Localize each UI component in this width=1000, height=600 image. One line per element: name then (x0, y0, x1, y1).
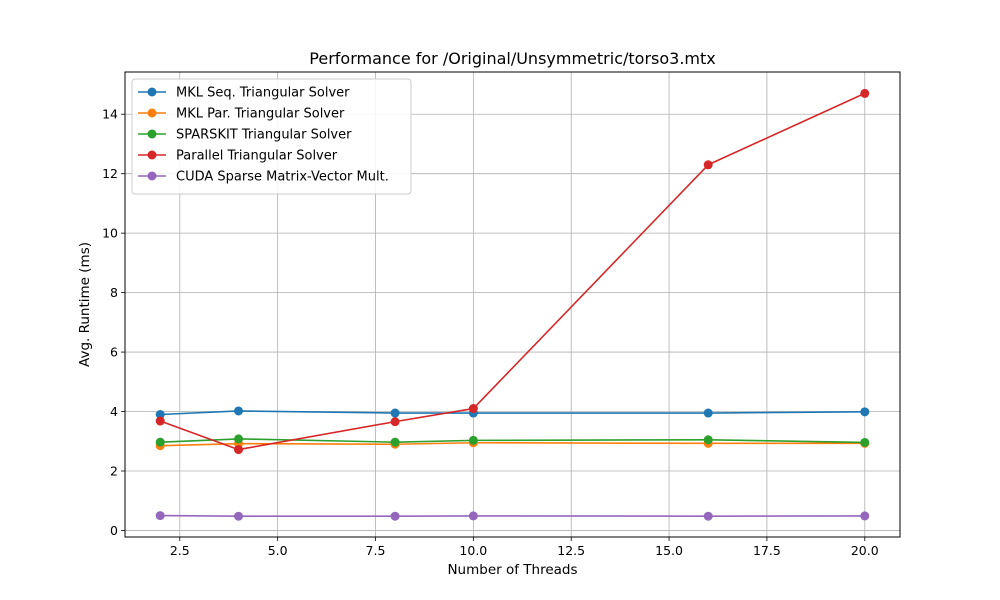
data-point (155, 437, 165, 447)
data-point (155, 416, 165, 426)
y-tick-label: 12 (102, 166, 118, 181)
x-tick-label: 7.5 (366, 543, 386, 558)
legend-item: Parallel Triangular Solver (138, 149, 338, 164)
legend-item: MKL Par. Triangular Solver (138, 107, 345, 122)
data-point (155, 511, 165, 521)
data-point (703, 160, 713, 170)
legend-item: MKL Seq. Triangular Solver (138, 86, 350, 101)
x-tick-label: 5.0 (268, 543, 288, 558)
x-axis-label: Number of Threads (447, 562, 577, 578)
legend-swatch-marker (147, 129, 157, 139)
legend: MKL Seq. Triangular Solver MKL Par. Trian… (131, 78, 412, 195)
y-axis-ticks: 0 2 4 6 8 10 12 14 (102, 107, 125, 538)
x-tick-label: 10.0 (459, 543, 487, 558)
y-tick-label: 10 (102, 226, 118, 241)
data-point (703, 408, 713, 418)
data-point (234, 445, 244, 455)
data-point (468, 435, 478, 445)
series-group (155, 88, 870, 455)
data-point (703, 435, 713, 445)
data-point (234, 434, 244, 444)
series-group (155, 434, 870, 447)
plot-frame (124, 71, 901, 538)
data-point (155, 410, 165, 420)
series-line (160, 514, 865, 517)
legend-swatch-marker (147, 108, 157, 118)
legend-label: SPARSKIT Triangular Solver (176, 128, 352, 143)
series-line (159, 92, 866, 451)
y-tick-label: 4 (110, 404, 118, 419)
legend-label: MKL Seq. Triangular Solver (176, 86, 350, 101)
legend-item: SPARSKIT Triangular Solver (138, 128, 352, 143)
y-tick-label: 14 (102, 107, 118, 122)
series-layer (155, 88, 870, 521)
series-group (155, 511, 870, 521)
y-tick-label: 8 (110, 285, 118, 300)
data-point (703, 511, 713, 521)
x-axis-ticks: 2.5 5.0 7.5 10.0 12.5 15.0 17.5 20.0 (170, 537, 879, 558)
legend-label: Parallel Triangular Solver (176, 149, 338, 164)
y-tick-label: 2 (110, 463, 118, 478)
series-line (160, 438, 865, 444)
x-tick-label: 17.5 (753, 543, 781, 558)
data-point (234, 406, 244, 416)
x-tick-label: 15.0 (655, 543, 683, 558)
data-point (860, 437, 870, 447)
y-axis-label: Avg. Runtime (ms) (77, 242, 93, 367)
legend-label: MKL Par. Triangular Solver (176, 107, 345, 122)
legend-label: CUDA Sparse Matrix-Vector Mult. (176, 170, 389, 185)
y-tick-label: 0 (110, 523, 118, 538)
series-group (155, 406, 870, 420)
data-point (390, 417, 400, 427)
legend-swatch-marker (147, 150, 157, 160)
data-point (468, 404, 478, 414)
data-point (390, 408, 400, 418)
data-point (860, 88, 870, 98)
series-line (160, 410, 865, 416)
legend-item: CUDA Sparse Matrix-Vector Mult. (138, 170, 389, 185)
chart-title: Performance for /Original/Unsymmetric/to… (309, 49, 715, 68)
data-point (860, 407, 870, 417)
data-point (234, 511, 244, 521)
data-point (860, 511, 870, 521)
x-tick-label: 20.0 (851, 543, 879, 558)
legend-swatch-marker (147, 87, 157, 97)
data-point (390, 437, 400, 447)
x-tick-label: 2.5 (170, 543, 190, 558)
y-tick-label: 6 (110, 345, 118, 360)
legend-box (131, 78, 412, 195)
data-point (468, 511, 478, 521)
legend-swatch-marker (147, 171, 157, 181)
data-point (390, 511, 400, 521)
x-tick-label: 12.5 (557, 543, 585, 558)
